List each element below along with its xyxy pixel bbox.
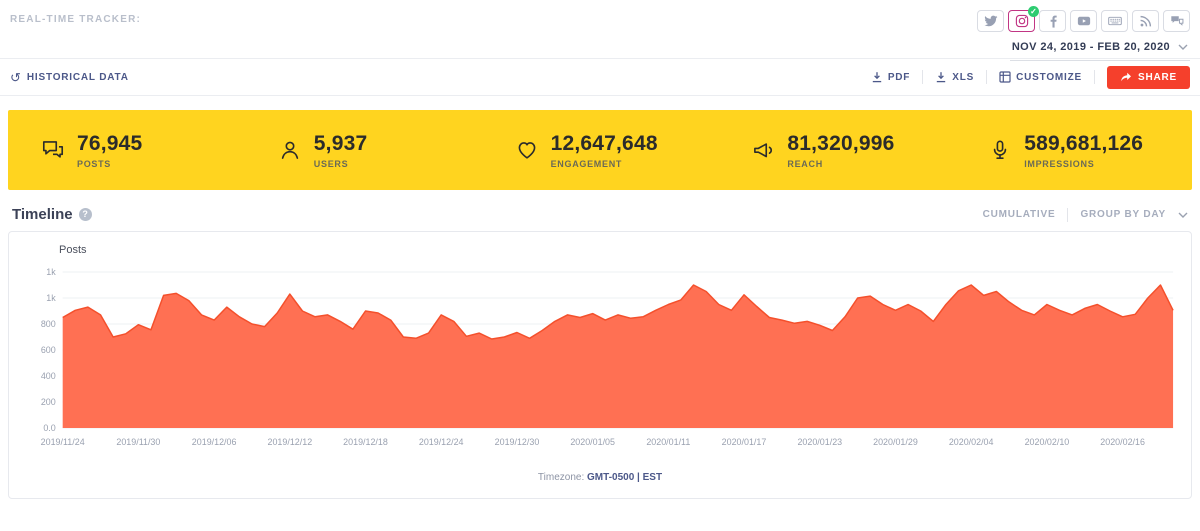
- y-axis-title: Posts: [59, 244, 87, 256]
- divider: [986, 70, 988, 84]
- social-network-selector: ✓: [977, 6, 1190, 32]
- download-icon: [937, 72, 946, 83]
- stat-label: IMPRESSIONS: [1024, 158, 1095, 169]
- timeline-title: Timeline: [12, 206, 73, 223]
- svg-text:2020/02/16: 2020/02/16: [1100, 437, 1145, 447]
- tracker-label: REAL-TIME TRACKER:: [10, 14, 142, 25]
- comments-button[interactable]: [1163, 10, 1190, 32]
- rss-icon: [1139, 15, 1151, 27]
- youtube-icon: [1077, 16, 1090, 26]
- download-icon: [872, 72, 882, 83]
- timeline-header: Timeline ? CUMULATIVE GROUP BY DAY: [0, 190, 1200, 231]
- comments-icon: [1170, 16, 1183, 26]
- pdf-download-button[interactable]: PDF: [871, 71, 910, 83]
- stat-users: 5,937 USERS: [245, 132, 482, 169]
- xls-download-button[interactable]: XLS: [935, 71, 974, 83]
- stat-label: POSTS: [77, 158, 112, 169]
- header: REAL-TIME TRACKER: ✓: [0, 0, 1200, 61]
- facebook-icon: [1050, 15, 1057, 28]
- rss-button[interactable]: [1132, 10, 1159, 32]
- heart-icon: [518, 142, 535, 159]
- toolbar-actions: PDF XLS CUSTOMIZE SHARE: [871, 65, 1190, 89]
- stat-value: 81,320,996: [787, 131, 895, 155]
- share-label: SHARE: [1137, 71, 1177, 83]
- svg-text:400: 400: [41, 371, 56, 381]
- stat-value: 12,647,648: [550, 131, 658, 155]
- keyboard-icon: [1107, 16, 1122, 26]
- stat-posts: 76,945 POSTS: [8, 132, 245, 169]
- megaphone-icon: [754, 143, 773, 158]
- chevron-down-icon[interactable]: [1178, 212, 1188, 218]
- user-icon: [281, 141, 298, 159]
- stat-engagement: 12,647,648 ENGAGEMENT: [482, 132, 719, 169]
- stat-value: 76,945: [77, 131, 143, 155]
- svg-text:2019/12/12: 2019/12/12: [267, 437, 312, 447]
- svg-text:2019/12/24: 2019/12/24: [419, 437, 464, 447]
- customize-button[interactable]: CUSTOMIZE: [999, 71, 1082, 83]
- twitter-button[interactable]: [977, 10, 1004, 32]
- svg-text:2019/12/30: 2019/12/30: [495, 437, 540, 447]
- svg-text:2020/01/05: 2020/01/05: [570, 437, 615, 447]
- divider: [1093, 70, 1095, 84]
- timezone-note: Timezone: GMT-0500 | EST: [9, 472, 1191, 483]
- timeline-controls: CUMULATIVE GROUP BY DAY: [982, 207, 1188, 222]
- date-range-label: NOV 24, 2019 - FEB 20, 2020: [1011, 41, 1170, 53]
- svg-text:600: 600: [41, 345, 56, 355]
- microphone-icon: [993, 140, 1007, 159]
- instagram-icon: [1015, 14, 1028, 28]
- svg-text:2019/12/06: 2019/12/06: [192, 437, 237, 447]
- svg-text:1k: 1k: [46, 267, 56, 277]
- share-icon: [1121, 72, 1131, 81]
- historical-data-button[interactable]: ↺ HISTORICAL DATA: [10, 71, 129, 84]
- date-range-selector[interactable]: NOV 24, 2019 - FEB 20, 2020: [1009, 41, 1190, 61]
- svg-text:2020/01/11: 2020/01/11: [646, 437, 690, 447]
- svg-text:2020/01/23: 2020/01/23: [797, 437, 842, 447]
- youtube-button[interactable]: [1070, 10, 1097, 32]
- svg-text:2019/11/24: 2019/11/24: [41, 437, 85, 447]
- historical-data-label: HISTORICAL DATA: [26, 71, 129, 83]
- stat-value: 589,681,126: [1024, 131, 1144, 155]
- svg-text:200: 200: [41, 397, 56, 407]
- svg-text:1k: 1k: [46, 293, 56, 303]
- instagram-button[interactable]: ✓: [1008, 6, 1039, 32]
- svg-text:800: 800: [41, 319, 56, 329]
- stat-value: 5,937: [313, 131, 368, 155]
- divider: [922, 70, 924, 84]
- group-by-day-selector[interactable]: GROUP BY DAY: [1080, 209, 1166, 220]
- keyboard-button[interactable]: [1101, 10, 1128, 32]
- toolbar: ↺ HISTORICAL DATA PDF XLS CUSTOMIZE SHAR…: [0, 58, 1200, 96]
- check-icon: ✓: [1028, 6, 1039, 17]
- svg-text:2019/12/18: 2019/12/18: [343, 437, 388, 447]
- svg-text:2019/11/30: 2019/11/30: [116, 437, 160, 447]
- posts-area-chart: 0.0 200 400 600 800 1k 1k 2019/11/24 2019/11/30 2…: [41, 267, 1174, 447]
- comments-icon: [42, 141, 64, 158]
- timezone-value: GMT-0500 | EST: [587, 472, 663, 483]
- svg-text:0.0: 0.0: [43, 423, 55, 433]
- timezone-prefix: Timezone:: [537, 472, 585, 483]
- stat-label: ENGAGEMENT: [550, 158, 623, 169]
- svg-text:2020/02/10: 2020/02/10: [1025, 437, 1070, 447]
- customize-label: CUSTOMIZE: [1016, 71, 1082, 83]
- divider: [1067, 207, 1069, 222]
- grid-icon: [999, 71, 1011, 83]
- svg-text:2020/01/17: 2020/01/17: [722, 437, 767, 447]
- stat-impressions: 589,681,126 IMPRESSIONS: [955, 132, 1192, 169]
- chevron-down-icon: [1178, 44, 1188, 50]
- svg-text:2020/01/29: 2020/01/29: [873, 437, 918, 447]
- stat-label: USERS: [313, 158, 349, 169]
- timeline-chart-panel: Posts 0.0 200 400 600 800 1k 1k 2019/11/24 2019/…: [8, 231, 1192, 499]
- history-icon: ↺: [10, 69, 21, 85]
- stats-bar: 76,945 POSTS 5,937 USERS 12,647,648 ENGA…: [8, 110, 1192, 190]
- cumulative-toggle[interactable]: CUMULATIVE: [982, 209, 1056, 220]
- header-right: ✓ NOV 24, 2019 - FEB 20, 2020: [977, 6, 1190, 61]
- help-icon[interactable]: ?: [78, 208, 92, 221]
- pdf-label: PDF: [887, 71, 911, 83]
- stat-label: REACH: [787, 158, 823, 169]
- facebook-button[interactable]: [1039, 10, 1066, 32]
- stat-reach: 81,320,996 REACH: [718, 132, 955, 169]
- xls-label: XLS: [952, 71, 975, 83]
- svg-text:2020/02/04: 2020/02/04: [949, 437, 994, 447]
- share-button[interactable]: SHARE: [1106, 65, 1190, 89]
- twitter-icon: [983, 15, 997, 27]
